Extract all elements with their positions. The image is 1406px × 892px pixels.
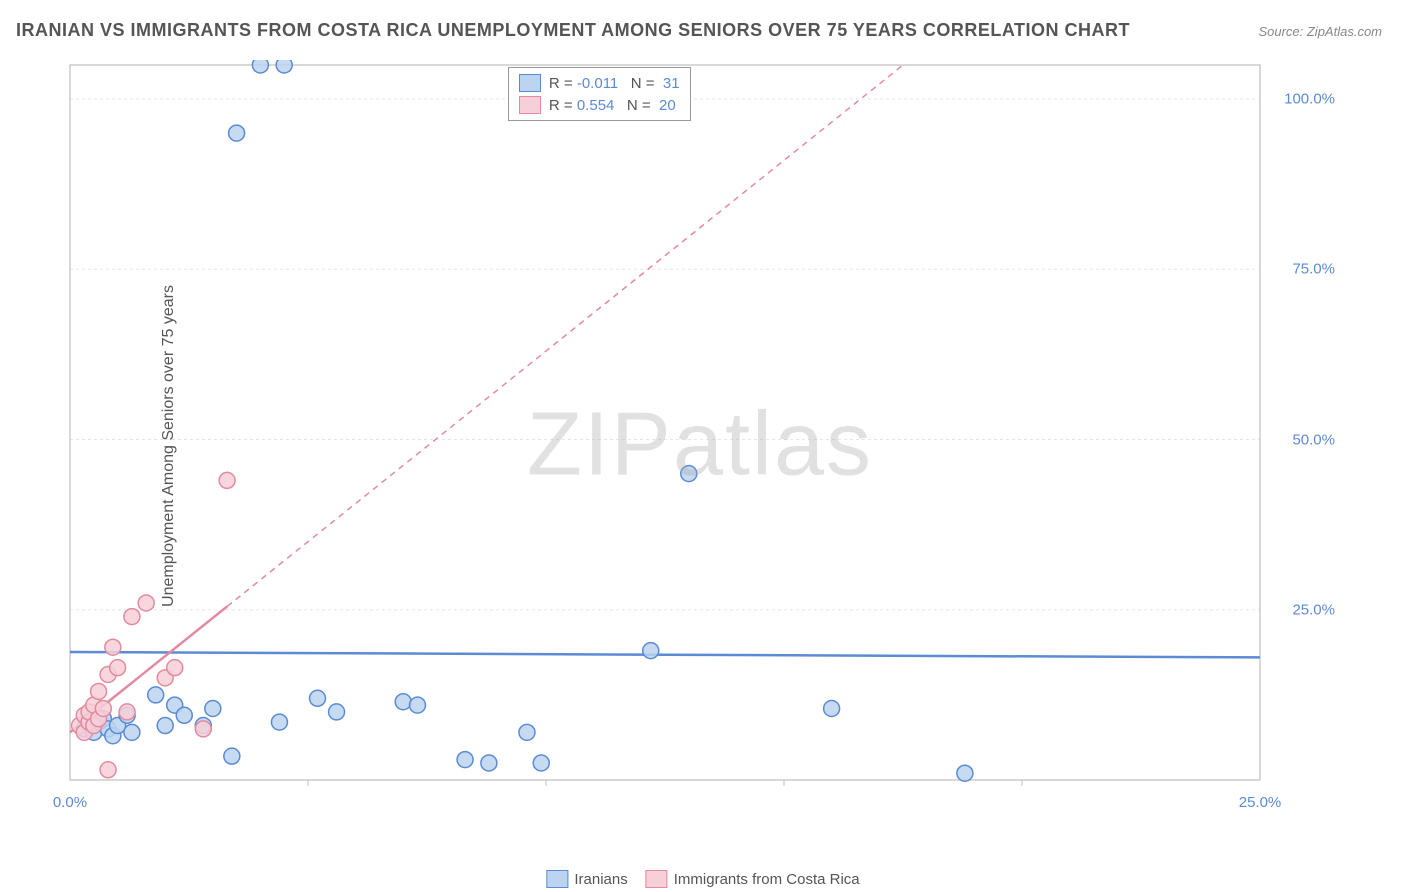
legend-row: R = -0.011 N = 31 [519, 72, 680, 94]
legend-swatch [519, 74, 541, 92]
y-tick-label: 50.0% [1292, 431, 1335, 448]
legend-stats: R = -0.011 N = 31 [549, 75, 680, 92]
legend-label: Immigrants from Costa Rica [674, 871, 860, 888]
source-attribution: Source: ZipAtlas.com [1258, 24, 1382, 39]
plot-area: ZIPatlas R = -0.011 N = 31R = 0.554 N = … [60, 60, 1340, 830]
series-legend: Iranians Immigrants from Costa Rica [546, 870, 859, 888]
x-tick-label: 0.0% [53, 794, 87, 811]
legend-item: Immigrants from Costa Rica [646, 870, 860, 888]
legend-item: Iranians [546, 870, 627, 888]
chart-container: IRANIAN VS IMMIGRANTS FROM COSTA RICA UN… [0, 0, 1406, 892]
correlation-legend: R = -0.011 N = 31 R = 0.554 N = 20 [508, 67, 691, 121]
legend-swatch [646, 870, 668, 888]
legend-label: Iranians [574, 871, 627, 888]
legend-stats: R = 0.554 N = 20 [549, 97, 676, 114]
y-tick-label: 100.0% [1284, 91, 1335, 108]
legend-swatch [519, 96, 541, 114]
x-tick-label: 25.0% [1239, 794, 1282, 811]
scatter-chart-svg [60, 60, 1340, 830]
y-tick-label: 75.0% [1292, 261, 1335, 278]
legend-row: R = 0.554 N = 20 [519, 94, 680, 116]
chart-title: IRANIAN VS IMMIGRANTS FROM COSTA RICA UN… [16, 20, 1130, 41]
legend-swatch [546, 870, 568, 888]
y-tick-label: 25.0% [1292, 601, 1335, 618]
